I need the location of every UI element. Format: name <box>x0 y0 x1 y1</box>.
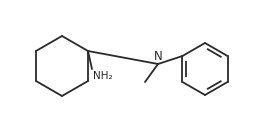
Text: NH₂: NH₂ <box>93 71 113 81</box>
Text: N: N <box>154 50 162 63</box>
